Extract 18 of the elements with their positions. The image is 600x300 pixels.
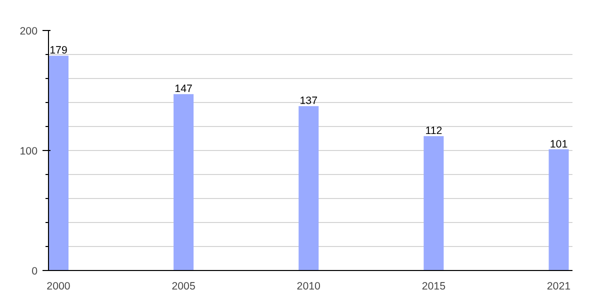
y-tick-label: 200 <box>20 26 38 38</box>
data-label: 112 <box>425 125 442 138</box>
x-tick-label: 2015 <box>422 280 446 292</box>
x-tick-label: 2021 <box>546 280 571 292</box>
x-tick-label: 2010 <box>296 280 321 292</box>
bar <box>548 149 569 270</box>
bar <box>48 56 69 270</box>
x-tick-label: 2000 <box>46 280 70 292</box>
bar <box>424 136 444 270</box>
bar <box>174 94 194 270</box>
data-label: 137 <box>300 95 318 108</box>
y-tick-label: 0 <box>32 266 38 278</box>
data-label: 179 <box>50 44 68 57</box>
x-tick-label: 2005 <box>172 280 196 292</box>
data-label: 101 <box>550 138 568 150</box>
y-tick-label: 100 <box>20 146 38 158</box>
bar <box>298 106 319 270</box>
data-label: 147 <box>174 83 193 96</box>
